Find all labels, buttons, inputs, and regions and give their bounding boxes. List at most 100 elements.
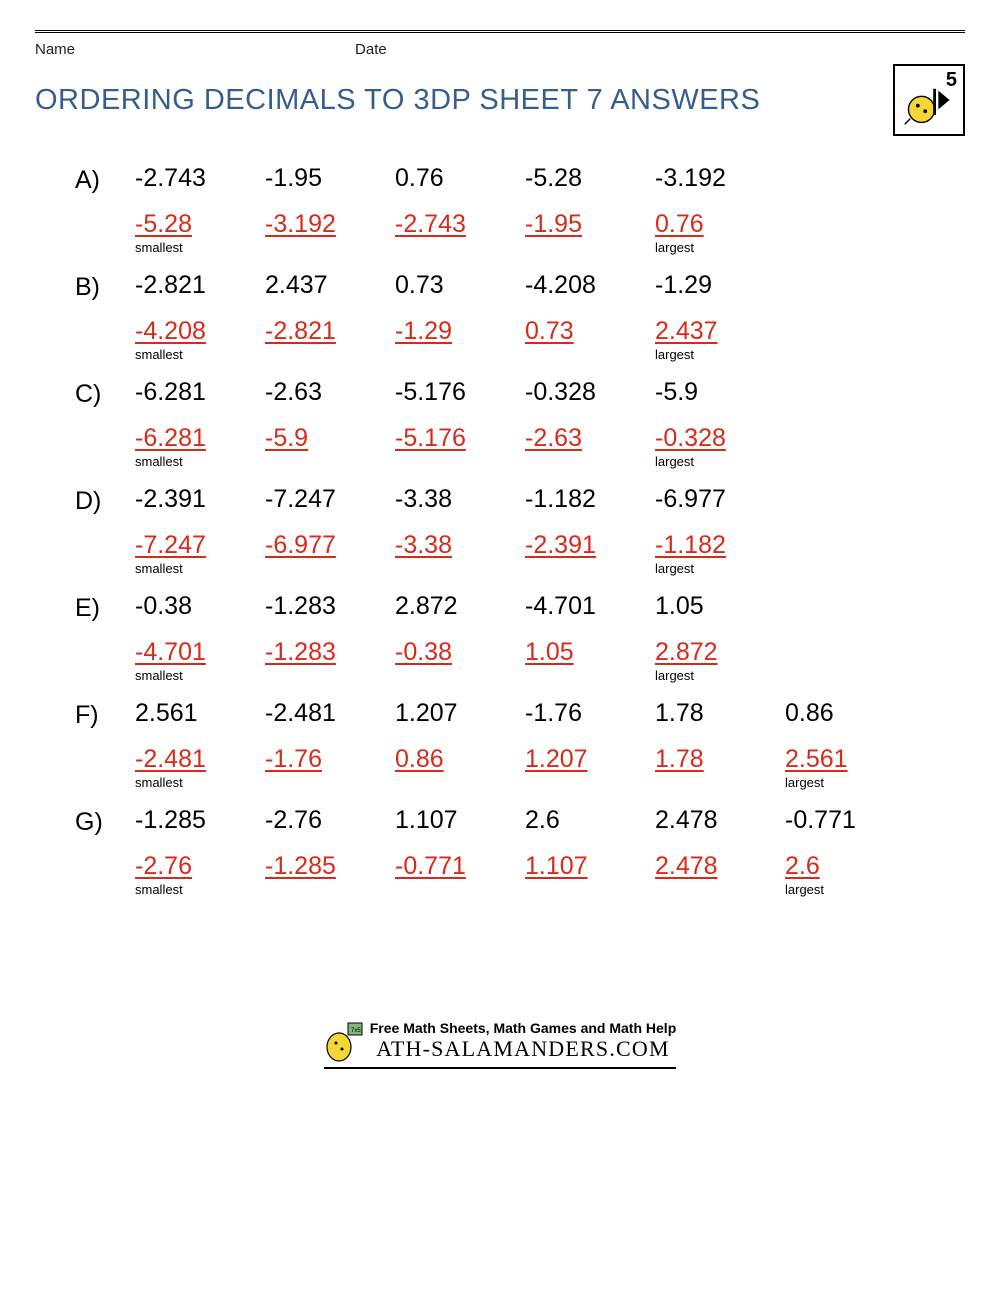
value-list: 2.561-2.4811.207-1.761.780.86 [135,699,915,728]
value-cell: -2.821 [135,271,265,300]
answer-value: -2.76 [135,852,265,881]
answer-cell: -4.208smallest [135,317,265,362]
answer-cell: -0.771 [395,852,525,897]
footer: 7x5 Free Math Sheets, Math Games and Mat… [35,1017,965,1070]
answer-value: 2.561 [785,745,915,774]
footer-tagline: Free Math Sheets, Math Games and Math He… [370,1020,677,1036]
value-cell: -2.743 [135,164,265,193]
value-cell: -5.28 [525,164,655,193]
value-cell: -6.977 [655,485,785,514]
answer-value: -1.29 [395,317,525,346]
answer-value: -1.285 [265,852,395,881]
value-cell: -4.208 [525,271,655,300]
name-label: Name [35,41,75,58]
answer-cell: -5.28smallest [135,210,265,255]
answer-row: -2.481smallest-1.760.861.2071.782.561lar… [75,745,965,790]
smallest-label: smallest [135,561,265,576]
answer-cell: -2.743 [395,210,525,255]
worksheet-page: Name Date ORDERING DECIMALS TO 3DP SHEET… [0,0,1000,1090]
problem-letter: C) [75,378,135,409]
answer-cell: -1.285 [265,852,395,897]
problem-values-row: D)-2.391-7.247-3.38-1.182-6.977 [75,485,965,525]
answer-value: -2.821 [265,317,395,346]
smallest-label: smallest [135,668,265,683]
answer-cell: 2.6largest [785,852,915,897]
answer-cell: -2.76smallest [135,852,265,897]
answer-cell: -4.701smallest [135,638,265,683]
problem: F)2.561-2.4811.207-1.761.780.86 -2.481sma… [75,699,965,790]
value-cell: 1.207 [395,699,525,728]
answer-value: 0.73 [525,317,655,346]
value-list: -0.38-1.2832.872-4.7011.05 [135,592,785,621]
answer-value: 2.872 [655,638,785,667]
value-cell: -4.701 [525,592,655,621]
answer-value: -3.38 [395,531,525,560]
value-cell: 0.86 [785,699,915,728]
problems-container: A)-2.743-1.950.76-5.28-3.192-5.28smalles… [35,164,965,897]
answer-cell: -6.977 [265,531,395,576]
answer-cell: 2.437largest [655,317,785,362]
answer-cell: -5.176 [395,424,525,469]
value-cell: -5.176 [395,378,525,407]
grade-badge: 5 [893,64,965,136]
page-title: ORDERING DECIMALS TO 3DP SHEET 7 ANSWERS [35,84,760,117]
problem-values-row: B)-2.8212.4370.73-4.208-1.29 [75,271,965,311]
answer-cell: 2.561largest [785,745,915,790]
problem-letter: F) [75,699,135,730]
largest-label: largest [655,668,785,683]
problem-values-row: G)-1.285-2.761.1072.62.478-0.771 [75,806,965,846]
answer-value: -5.9 [265,424,395,453]
grade-number: 5 [946,69,957,92]
answer-cell: -7.247smallest [135,531,265,576]
problem-letter: G) [75,806,135,837]
value-cell: 1.107 [395,806,525,835]
value-cell: -3.38 [395,485,525,514]
value-cell: -0.38 [135,592,265,621]
answer-value: 1.78 [655,745,785,774]
answer-cell: -1.182largest [655,531,785,576]
top-rule [35,30,965,33]
largest-label: largest [785,775,915,790]
answer-value: -6.977 [265,531,395,560]
answer-cell: -1.76 [265,745,395,790]
answer-value: 2.437 [655,317,785,346]
answer-cell: -6.281smallest [135,424,265,469]
value-cell: -2.391 [135,485,265,514]
value-cell: -1.285 [135,806,265,835]
answer-value: -1.76 [265,745,395,774]
value-list: -1.285-2.761.1072.62.478-0.771 [135,806,915,835]
answer-value: -2.63 [525,424,655,453]
value-cell: -1.95 [265,164,395,193]
value-cell: -6.281 [135,378,265,407]
answer-value: -2.743 [395,210,525,239]
answer-cell: 1.107 [525,852,655,897]
value-cell: -0.771 [785,806,915,835]
value-cell: 2.872 [395,592,525,621]
date-label: Date [355,41,387,58]
largest-label: largest [655,347,785,362]
problem-values-row: A)-2.743-1.950.76-5.28-3.192 [75,164,965,204]
answer-value: 1.05 [525,638,655,667]
footer-salamander-icon: 7x5 [324,1017,364,1065]
answer-value: -6.281 [135,424,265,453]
answer-value: 0.86 [395,745,525,774]
answer-cell: 0.76largest [655,210,785,255]
answer-cell: -2.63 [525,424,655,469]
smallest-label: smallest [135,454,265,469]
value-cell: 1.78 [655,699,785,728]
answer-cell: 0.73 [525,317,655,362]
answer-value: -0.771 [395,852,525,881]
value-cell: 0.76 [395,164,525,193]
answer-row: -5.28smallest-3.192-2.743-1.950.76larges… [75,210,965,255]
answer-cell: -2.391 [525,531,655,576]
answer-row: -7.247smallest-6.977-3.38-2.391-1.182lar… [75,531,965,576]
answer-cell: -0.328largest [655,424,785,469]
answer-cell: 1.78 [655,745,785,790]
smallest-label: smallest [135,240,265,255]
value-cell: -1.283 [265,592,395,621]
answer-cell: 2.872largest [655,638,785,683]
value-cell: -2.76 [265,806,395,835]
answer-cell: 2.478 [655,852,785,897]
largest-label: largest [655,240,785,255]
problem: C)-6.281-2.63-5.176-0.328-5.9-6.281small… [75,378,965,469]
